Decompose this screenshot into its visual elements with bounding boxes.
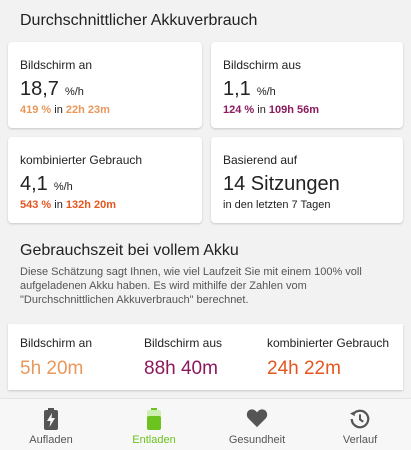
screen-off-label: Bildschirm aus bbox=[223, 58, 302, 72]
full-section-title: Gebrauchszeit bei vollem Akku bbox=[20, 242, 239, 259]
screen-off-card: Bildschirm aus 1,1 %/h 124 % in 109h 56m bbox=[211, 42, 403, 128]
screen-off-value: 1,1 bbox=[223, 78, 251, 100]
screen-off-in: in bbox=[257, 104, 266, 116]
combined-card: kombinierter Gebrauch 4,1 %/h 543 % in 13… bbox=[8, 137, 202, 223]
nav-item-aufladen[interactable]: Aufladen bbox=[0, 399, 102, 450]
based-on-card: Basierend auf 14 Sitzungen in den letzte… bbox=[211, 137, 403, 223]
full-section-description: Diese Schätzung sagt Ihnen, wie viel Lau… bbox=[20, 266, 362, 306]
combined-in: in bbox=[54, 199, 63, 211]
screen-on-label: Bildschirm an bbox=[20, 58, 93, 72]
full-combined-value: 24h 22m bbox=[267, 358, 341, 379]
bottom-navigation: Aufladen Entladen Gesundheit Verlau bbox=[0, 398, 411, 450]
full-combined-label: kombinierter Gebrauch bbox=[267, 336, 390, 350]
battery-charging-icon bbox=[44, 408, 58, 435]
full-screen-off-label: Bildschirm aus bbox=[144, 336, 223, 350]
full-screen-on: Bildschirm an 5h 20m bbox=[20, 336, 92, 380]
combined-unit: %/h bbox=[53, 181, 73, 193]
full-charge-card: Bildschirm an 5h 20m Bildschirm aus 88h … bbox=[8, 324, 403, 390]
combined-duration: 132h 20m bbox=[65, 199, 117, 211]
screen-on-card: Bildschirm an 18,7 %/h 419 % in 22h 23m bbox=[8, 42, 202, 128]
screen-on-value: 18,7 bbox=[20, 78, 59, 100]
combined-percent: 543 % bbox=[20, 199, 52, 211]
screen-off-percent: 124 % bbox=[223, 104, 255, 116]
screen-on-percent: 419 % bbox=[20, 104, 52, 116]
full-screen-off-value: 88h 40m bbox=[144, 358, 218, 379]
nav-label-aufladen: Aufladen bbox=[29, 434, 73, 446]
battery-discharging-icon bbox=[147, 408, 161, 435]
screen-on-in: in bbox=[54, 104, 63, 116]
combined-value: 4,1 bbox=[20, 173, 48, 195]
full-screen-off: Bildschirm aus 88h 40m bbox=[144, 336, 222, 380]
combined-label: kombinierter Gebrauch bbox=[20, 153, 143, 167]
nav-label-verlauf: Verlauf bbox=[342, 434, 378, 446]
nav-item-verlauf[interactable]: Verlauf bbox=[309, 399, 411, 450]
nav-item-gesundheit[interactable]: Gesundheit bbox=[206, 399, 308, 450]
screen-on-unit: %/h bbox=[64, 86, 84, 98]
nav-label-gesundheit: Gesundheit bbox=[228, 434, 286, 446]
heart-icon bbox=[246, 408, 268, 433]
history-icon bbox=[349, 408, 371, 435]
based-on-label: Basierend auf bbox=[223, 153, 298, 167]
avg-section-title: Durchschnittlicher Akkuverbrauch bbox=[20, 12, 258, 29]
nav-label-entladen: Entladen bbox=[132, 434, 176, 446]
screen-off-unit: %/h bbox=[256, 86, 276, 98]
screen-on-duration: 22h 23m bbox=[65, 104, 110, 116]
full-combined: kombinierter Gebrauch 24h 22m bbox=[267, 336, 389, 380]
screen-off-duration: 109h 56m bbox=[268, 104, 320, 116]
full-screen-on-value: 5h 20m bbox=[20, 358, 84, 379]
full-screen-on-label: Bildschirm an bbox=[20, 336, 93, 350]
nav-item-entladen[interactable]: Entladen bbox=[103, 399, 205, 450]
sessions-value: 14 Sitzungen bbox=[223, 173, 340, 195]
based-on-period: in den letzten 7 Tagen bbox=[223, 199, 331, 211]
